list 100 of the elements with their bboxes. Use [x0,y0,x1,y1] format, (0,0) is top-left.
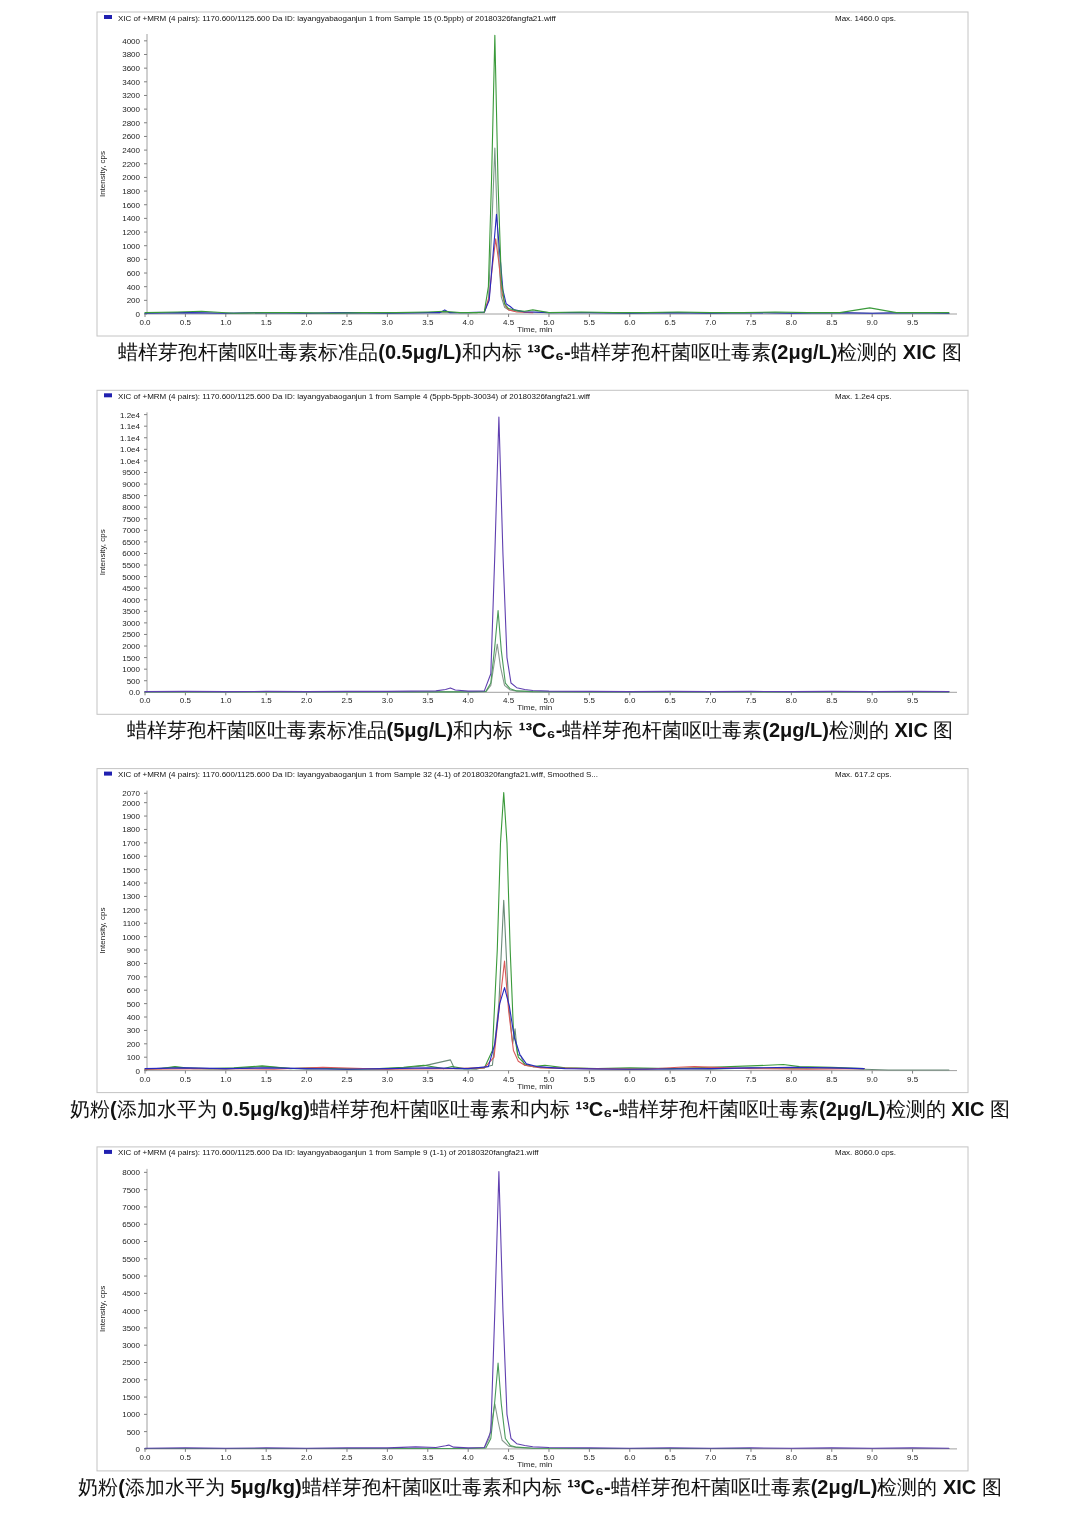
chart-title: 蜡样芽孢杆菌呕吐毒素标准品(5μg/L)和内标 ¹³C₆-蜡样芽孢杆菌呕吐毒素(2μg/L)检测的 XIC 图 [126,719,954,742]
x-tick-label: 0.5 [179,1452,192,1462]
y-tick-label: 2600 [122,132,141,142]
y-axis-title: Intensity, cps [98,150,107,198]
y-tick-label: 1200 [122,905,141,915]
x-tick-label: 0.5 [179,1074,192,1084]
x-tick-label: 3.5 [422,1074,434,1084]
y-tick-label: 1900 [122,812,141,822]
x-tick-label: 7.5 [745,1074,758,1084]
x-tick-label: 3.5 [422,1452,434,1462]
x-tick-label: 8.0 [785,1074,798,1084]
y-tick-label: 6500 [122,537,141,547]
y-tick-label: 3400 [122,77,141,87]
y-tick-label: 4000 [122,1306,141,1316]
x-tick-label: 6.5 [664,696,677,706]
x-tick-label: 7.5 [745,696,758,706]
y-tick-label: 4000 [122,595,141,605]
y-tick-label: 2000 [122,642,141,652]
x-tick-label: 6.0 [624,1074,636,1084]
x-tick-label: 0.5 [179,696,192,706]
y-tick-label: 2200 [122,159,141,169]
x-tick-label: 8.5 [826,1452,838,1462]
y-tick-label: 8500 [122,491,141,501]
y-tick-label: 800 [126,959,141,969]
x-tick-label: 7.0 [705,1074,717,1084]
text: Max. 617.2 cps. [835,770,892,780]
chart-subtitle: XIC of +MRM (4 pairs): 1170.600/1125.600 Da ID: layangyabaoganjun 1 from Sample 32 (4-1) of 20180320fangfa21.wiff, Smoothed S... [118,770,599,780]
x-tick-label: 5.5 [583,1452,596,1462]
x-tick-label: 8.5 [826,1074,838,1084]
x-tick-label: 1.5 [260,1452,273,1462]
x-tick-label: 4.0 [462,318,475,327]
text: Max. 1460.0 cps. [835,13,896,23]
x-tick-label: 2.5 [341,318,354,327]
y-tick-label: 9000 [122,480,141,490]
x-tick-label: 5.0 [543,696,556,706]
x-tick-label: 2.5 [341,1452,354,1462]
y-tick-label: 6000 [122,1237,141,1247]
y-tick-label: 1400 [122,214,141,224]
y-tick-label: 1.0e4 [119,445,141,455]
y-tick-label: 4500 [122,584,141,594]
y-tick-label: 1000 [122,241,141,251]
x-tick-label: 4.5 [503,1074,515,1084]
x-tick-label: 2.0 [301,318,313,327]
x-tick-label: 7.0 [705,696,717,706]
x-tick-label: 8.0 [785,1452,798,1462]
x-axis-title: Time, min [517,703,553,713]
x-tick-label: 4.0 [462,1074,475,1084]
x-tick-label: 9.0 [866,318,879,327]
x-axis-title: Time, min [517,1459,553,1469]
y-tick-label: 1400 [122,879,141,889]
x-tick-label: 7.5 [745,318,758,327]
x-tick-label: 1.5 [260,318,273,327]
x-tick-label: 3.0 [381,1074,394,1084]
y-tick-label: 2000 [122,798,141,808]
y-tick-label: 0 [135,310,141,319]
x-tick-label: 6.0 [624,1452,636,1462]
y-tick-label: 8000 [122,1168,141,1178]
x-tick-label: 1.0 [220,696,232,706]
x-tick-label: 8.0 [785,696,798,706]
y-tick-label: 600 [126,269,141,279]
y-tick-label: 1000 [122,665,141,675]
y-tick-label: 800 [126,255,141,265]
x-tick-label: 6.5 [664,1074,677,1084]
chart-title: 奶粉(添加水平为 5μg/kg)蜡样芽孢杆菌呕吐毒素和内标 ¹³C₆-蜡样芽孢杆菌呕吐毒素(2μg/L)检测的 XIC 图 [78,1475,1002,1498]
text: Max. 1.2e4 cps. [835,391,892,401]
chart-title: 蜡样芽孢杆菌呕吐毒素标准品(0.5μg/L)和内标 ¹³C₆-蜡样芽孢杆菌呕吐毒素(2μg/L)检测的 XIC 图 [118,341,962,363]
y-tick-label: 2400 [122,146,141,156]
y-tick-label: 2800 [122,118,141,128]
x-tick-label: 8.5 [826,318,838,327]
y-tick-label: 3500 [122,1323,141,1333]
y-tick-label: 7000 [122,526,141,536]
y-tick-label: 500 [126,676,141,686]
x-tick-label: 3.0 [381,318,394,327]
x-tick-label: 9.0 [866,696,879,706]
x-tick-label: 5.5 [583,1074,596,1084]
y-tick-label: 1500 [122,865,141,875]
y-tick-label: 900 [126,946,141,956]
x-tick-label: 5.5 [583,318,596,327]
x-tick-label: 9.0 [866,1074,879,1084]
y-tick-label: 1600 [122,852,141,862]
chart-title: 奶粉(添加水平为 0.5μg/kg)蜡样芽孢杆菌呕吐毒素和内标 ¹³C₆-蜡样芽孢杆菌呕吐毒素(2μg/L)检测的 XIC 图 [69,1097,1011,1120]
y-tick-label: 300 [126,1026,141,1036]
y-tick-label: 5000 [122,1272,141,1282]
y-tick-label: 7500 [122,1185,141,1195]
x-tick-label: 2.5 [341,1074,354,1084]
x-tick-label: 4.5 [503,318,515,327]
x-tick-label: 1.5 [260,1074,273,1084]
x-tick-label: 1.0 [220,1074,232,1084]
x-tick-label: 2.0 [301,1452,313,1462]
y-tick-label: 5500 [122,561,141,571]
x-axis-title: Time, min [517,1081,553,1091]
y-tick-label: 1000 [122,1410,141,1420]
y-tick-label: 500 [126,1427,141,1437]
y-tick-label: 5000 [122,572,141,582]
x-tick-label: 3.5 [422,696,434,706]
x-tick-label: 5.0 [543,1452,556,1462]
y-tick-label: 1600 [122,200,141,210]
y-axis-title: Intensity, cps [98,529,107,576]
x-tick-label: 8.5 [826,696,838,706]
y-tick-label: 1700 [122,838,141,848]
